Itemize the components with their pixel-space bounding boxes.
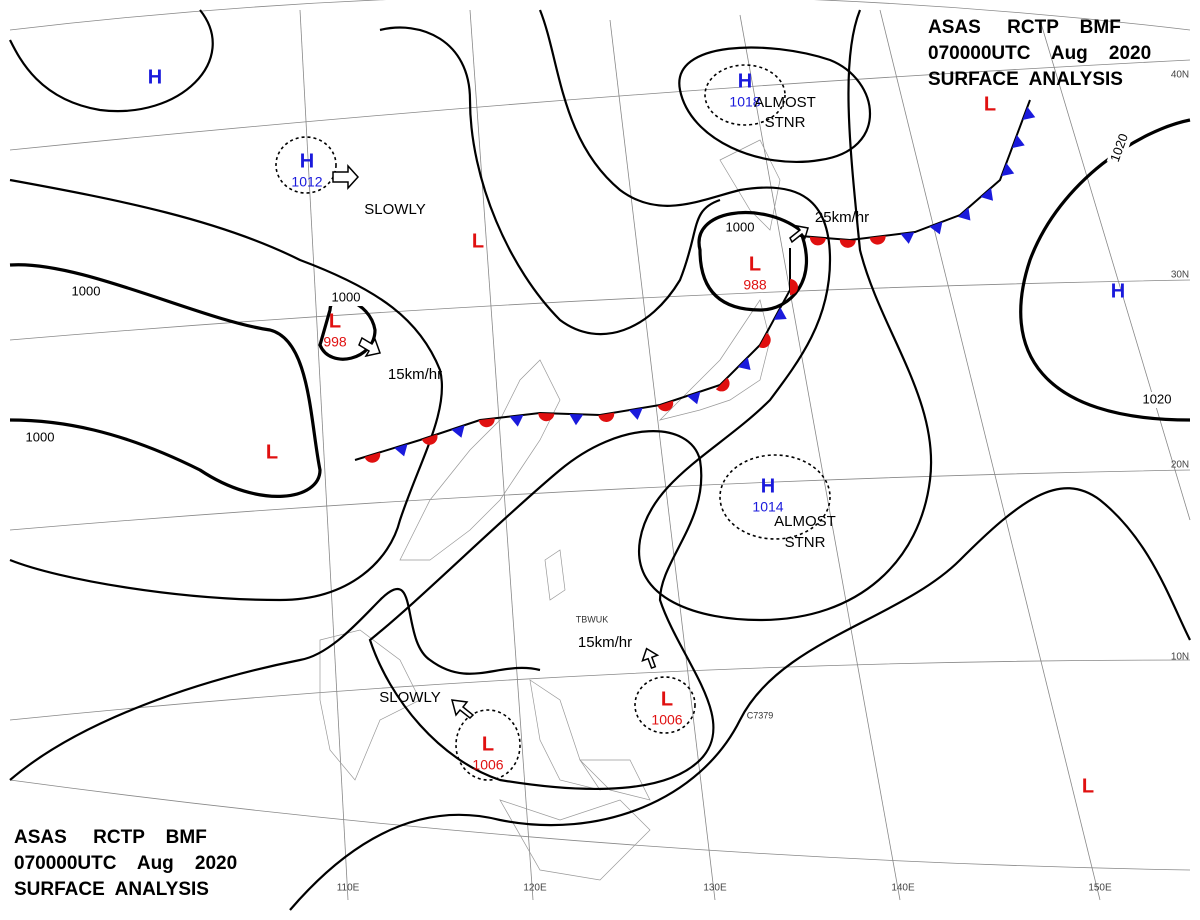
latitude-label: 10N — [1171, 652, 1189, 663]
center-symbol: H — [738, 70, 752, 92]
graticule — [9, 0, 1191, 901]
isobar-label-bg — [69, 284, 103, 300]
cold-front-symbol — [1001, 163, 1015, 177]
isobar-label-bg — [723, 220, 757, 236]
movement-label: ALMOST — [754, 94, 816, 111]
longitude-label: 110E — [337, 883, 360, 894]
footer-line-1: ASAS RCTP BMF — [14, 827, 207, 848]
cold-front-symbol — [628, 407, 643, 420]
cold-front-symbol — [957, 207, 971, 221]
warm-front-symbol — [421, 434, 438, 445]
center-symbol: L — [749, 253, 761, 275]
isobar-label-group: 1020 — [1140, 391, 1174, 408]
cold-front-symbol — [773, 307, 787, 320]
center-pressure: 1006 — [472, 757, 503, 773]
warm-front-symbol — [598, 412, 615, 422]
cold-front-symbol — [929, 221, 943, 235]
center-pressure: 998 — [323, 334, 347, 350]
center-pressure: 1006 — [651, 712, 682, 728]
center-pressure: 988 — [743, 277, 767, 293]
warm-front-symbol — [809, 236, 826, 246]
header-line-3: SURFACE ANALYSIS — [928, 69, 1123, 90]
center-symbol: L — [661, 688, 673, 710]
isobar-label: 1020 — [1143, 391, 1172, 406]
isobar-label-group: 1000 — [23, 429, 57, 446]
center-pressure: 1014 — [752, 499, 783, 515]
isobar-label-bg — [1106, 129, 1134, 167]
longitude-label: 140E — [891, 883, 915, 894]
cold-front-symbol — [687, 391, 701, 405]
center-symbol: L — [266, 441, 278, 463]
movement-label: SLOWLY — [379, 689, 440, 706]
latitude-label: 30N — [1171, 270, 1189, 281]
movement-arrows — [332, 164, 809, 720]
isobar-label-group: 1000 — [329, 289, 363, 306]
cold-front-symbol — [509, 414, 524, 427]
cold-front-symbol — [1011, 134, 1025, 149]
cold-front-symbol — [569, 413, 584, 426]
isobar-label-bg — [329, 290, 363, 306]
warm-front-symbol — [538, 412, 555, 422]
warm-front-symbol — [869, 235, 886, 245]
warm-front-symbol — [758, 333, 771, 349]
center-symbol: H — [1111, 280, 1125, 302]
warm-front-symbol — [790, 278, 798, 295]
center-symbol: L — [472, 230, 484, 252]
center-symbol: L — [482, 733, 494, 755]
center-symbol: L — [1082, 775, 1094, 797]
longitude-label: 150E — [1088, 883, 1112, 894]
header-line-1: ASAS RCTP BMF — [928, 17, 1121, 38]
warm-front-symbol — [364, 452, 381, 463]
warm-front-symbol — [478, 418, 495, 428]
isobar-label: 1000 — [72, 283, 101, 298]
isobar-label-bg — [1140, 392, 1174, 408]
isobar-label-group: 1000 — [723, 219, 757, 236]
isobar-label-group: 1020 — [1106, 129, 1134, 167]
isobar-label: 1000 — [726, 219, 755, 234]
center-rings — [275, 64, 831, 781]
movement-label: STNR — [785, 534, 826, 551]
movement-label: ALMOST — [774, 513, 836, 530]
longitude-label: 120E — [523, 883, 547, 894]
fronts — [354, 99, 1036, 463]
center-symbol: L — [984, 93, 996, 115]
center-symbol: H — [761, 475, 775, 497]
cold-front-symbol — [394, 443, 408, 457]
warm-front-symbol — [657, 400, 674, 412]
header-line-2: 070000UTC Aug 2020 — [928, 43, 1151, 64]
center-pressure: 1018 — [729, 94, 760, 110]
isobar-label: 1000 — [26, 429, 55, 444]
movement-label: STNR — [765, 114, 806, 131]
labels: H H 1012 L L 998 L H 1018 L 988 L H H 1014 L 1006 L 1006 L 1… — [23, 66, 1189, 894]
movement-label: 15km/hr — [578, 634, 632, 651]
isobars — [9, 9, 1191, 911]
longitude-label: 130E — [703, 883, 727, 894]
footer-line-2: 070000UTC Aug 2020 — [14, 853, 237, 874]
center-symbol: H — [300, 150, 314, 172]
latitude-label: 40N — [1171, 70, 1189, 81]
station-label: C7379 — [747, 710, 774, 720]
movement-label: SLOWLY — [364, 201, 425, 218]
cold-front-symbol — [737, 357, 751, 370]
movement-label: 25km/hr — [815, 209, 869, 226]
cold-front-symbol — [1022, 106, 1036, 120]
cold-front-symbol — [980, 187, 994, 201]
isobar-label-bg — [23, 430, 57, 446]
movement-label: 15km/hr — [388, 366, 442, 383]
cold-front-symbol — [451, 425, 465, 438]
station-label: TBWUK — [576, 614, 609, 624]
cold-front-symbol — [900, 232, 915, 244]
isobar-label-group: 1000 — [69, 283, 103, 300]
center-symbol: L — [329, 310, 341, 332]
isobar-label: 1000 — [332, 289, 361, 304]
warm-front-symbol — [839, 239, 856, 248]
footer-line-3: SURFACE ANALYSIS — [14, 879, 209, 900]
latitude-label: 20N — [1171, 460, 1189, 471]
center-symbol: H — [148, 66, 162, 88]
center-pressure: 1012 — [291, 174, 322, 190]
warm-front-symbol — [715, 377, 730, 392]
